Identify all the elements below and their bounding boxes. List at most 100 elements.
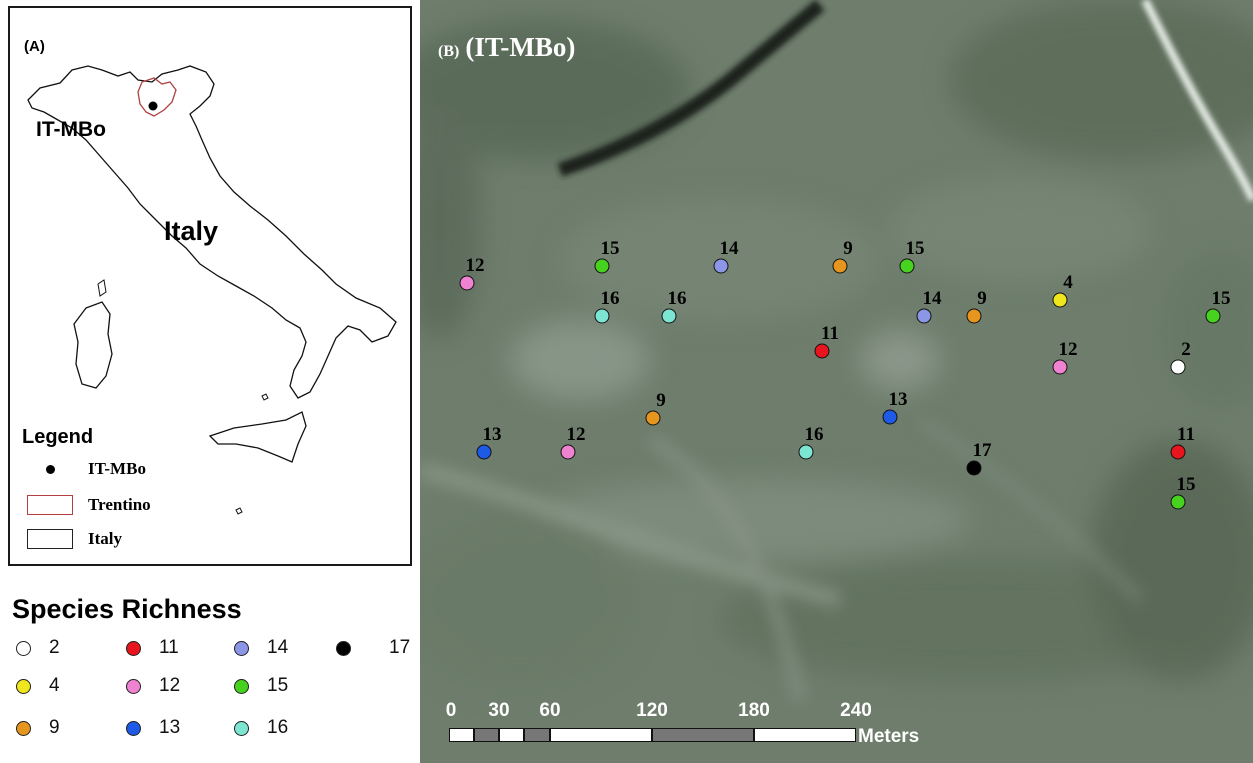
species-richness-item: 15: [234, 675, 288, 697]
sampling-point-label: 12: [566, 424, 586, 445]
sampling-point: [713, 258, 729, 274]
legend-item-trentino: Trentino: [24, 492, 151, 518]
species-richness-item: 11: [126, 637, 179, 659]
species-richness-item: 13: [126, 717, 180, 739]
panel-b-letter: (B): [438, 43, 460, 60]
legend-title: Legend: [22, 426, 94, 448]
sampling-point-label: 13: [482, 424, 502, 445]
sampling-point-label: 16: [600, 288, 620, 309]
country-label: Italy: [164, 216, 219, 246]
richness-value: 16: [267, 717, 289, 738]
scale-segment: [499, 728, 524, 742]
richness-value: 12: [159, 675, 181, 696]
richness-swatch-icon: [234, 678, 249, 694]
sampling-point-label: 4: [1063, 272, 1073, 293]
scale-segment: [524, 728, 550, 742]
species-richness-item: 17: [336, 637, 410, 659]
scale-segment: [474, 728, 499, 742]
richness-value: 4: [49, 675, 60, 696]
sampling-point: [594, 258, 610, 274]
sampling-point-label: 12: [1058, 339, 1078, 360]
sampling-point-label: 12: [465, 255, 485, 276]
richness-swatch-icon: [126, 640, 141, 656]
panel-b-label: (B) (IT-MBo): [438, 32, 575, 63]
it-mbo-site-dot: [148, 101, 158, 111]
trentino-outline: [137, 77, 177, 117]
sampling-point-label: 9: [843, 238, 853, 259]
sampling-point: [899, 258, 915, 274]
panel-b-satellite-map: (B) (IT-MBo) 12 15 14 9 15 16 16 14 9 4 15 11 12 2 9 13 1…: [420, 0, 1253, 763]
legend-item-site: IT-MBo: [24, 456, 146, 482]
road-line: [1141, 0, 1253, 202]
black-outline-box-icon: [27, 529, 73, 549]
sampling-point-label: 9: [656, 390, 666, 411]
italy-outline: [27, 65, 397, 399]
scale-tick-label: 180: [738, 700, 770, 721]
sicily-outline: [208, 411, 307, 463]
panel-a-locator-map: (A) IT-MBo Italy Legend IT-MBo Trentino …: [8, 6, 412, 566]
black-dot-icon: [45, 464, 55, 474]
scale-tick-label: 30: [488, 700, 510, 721]
richness-value: 13: [159, 717, 181, 738]
satellite-background: [420, 0, 1253, 763]
scale-tick-label: 60: [539, 700, 561, 721]
scale-tick-label: 240: [840, 700, 872, 721]
richness-value: 2: [49, 637, 60, 658]
scale-segment: [754, 728, 856, 742]
sampling-point: [1205, 308, 1221, 324]
hedge-line: [557, 0, 825, 177]
sampling-point: [476, 444, 492, 460]
species-richness-item: 2: [16, 637, 60, 659]
richness-swatch-icon: [234, 720, 249, 736]
sampling-point: [645, 410, 661, 426]
sampling-point-label: 16: [804, 424, 824, 445]
species-richness-item: 4: [16, 675, 60, 697]
richness-value: 17: [389, 637, 411, 658]
sampling-point-label: 9: [977, 288, 987, 309]
sampling-point: [661, 308, 677, 324]
richness-swatch-icon: [336, 640, 351, 656]
sampling-point-label: 16: [667, 288, 687, 309]
sampling-point: [832, 258, 848, 274]
sardinia-outline: [73, 301, 113, 389]
sampling-point-label: 15: [1211, 288, 1231, 309]
species-richness-item: 12: [126, 675, 180, 697]
richness-swatch-icon: [126, 720, 141, 736]
richness-value: 9: [49, 717, 60, 738]
legend-item-italy: Italy: [24, 526, 122, 552]
sampling-point: [459, 275, 475, 291]
legend-item-label: Italy: [88, 529, 122, 548]
scale-tick-label: 0: [445, 700, 457, 721]
sampling-point: [594, 308, 610, 324]
scale-tick-label: 120: [636, 700, 668, 721]
sampling-point-label: 14: [719, 238, 739, 259]
sampling-point-label: 13: [888, 389, 908, 410]
sampling-point-label: 17: [972, 440, 992, 461]
richness-swatch-icon: [16, 678, 31, 694]
panel-a-label: (A): [24, 38, 45, 55]
sampling-point: [1170, 359, 1186, 375]
corsica-outline: [97, 279, 107, 297]
sampling-point-label: 14: [922, 288, 942, 309]
sampling-point: [560, 444, 576, 460]
sampling-point-label: 2: [1181, 339, 1191, 360]
italy-map: [27, 65, 397, 515]
species-richness-item: 16: [234, 717, 288, 739]
sampling-point-label: 15: [1176, 474, 1196, 495]
scale-segment: [550, 728, 652, 742]
sampling-point: [1052, 292, 1068, 308]
sampling-point: [882, 409, 898, 425]
species-richness-title: Species Richness: [12, 594, 242, 624]
sampling-point: [966, 460, 982, 476]
richness-value: 14: [267, 637, 289, 658]
sampling-point: [966, 308, 982, 324]
sampling-point: [814, 343, 830, 359]
sampling-point: [1170, 444, 1186, 460]
scale-segment: [652, 728, 754, 742]
legend-item-label: IT-MBo: [88, 459, 146, 478]
sampling-point-label: 15: [600, 238, 620, 259]
sampling-point: [798, 444, 814, 460]
richness-swatch-icon: [234, 640, 249, 656]
legend-item-label: Trentino: [88, 495, 151, 514]
site-label: IT-MBo: [36, 118, 106, 141]
